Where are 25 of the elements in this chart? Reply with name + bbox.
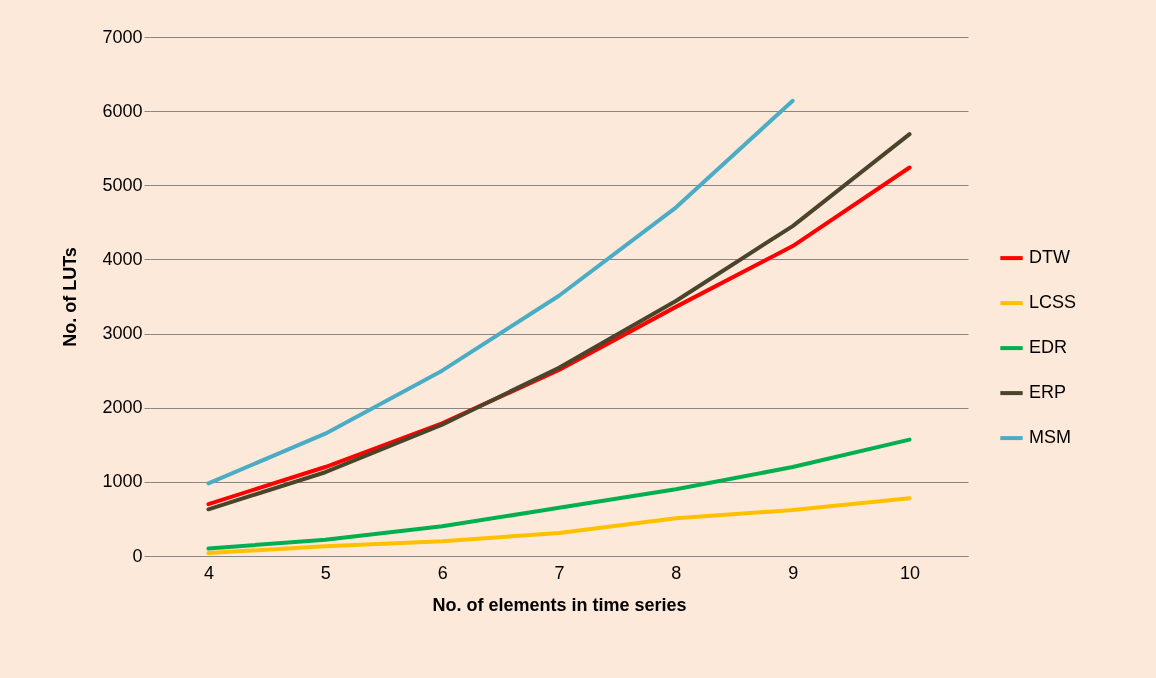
line-series bbox=[206, 437, 912, 551]
x-tick-label: 8 bbox=[671, 562, 682, 583]
y-tick-label: 4000 bbox=[102, 248, 143, 269]
x-tick-label: 7 bbox=[554, 562, 565, 583]
y-tick-label: 0 bbox=[132, 545, 143, 566]
y-tick-label: 1000 bbox=[102, 471, 143, 492]
y-tick-label: 5000 bbox=[102, 174, 143, 195]
x-tick-label: 6 bbox=[437, 562, 448, 583]
line-series bbox=[206, 496, 912, 556]
legend-label: LCSS bbox=[1029, 292, 1077, 313]
y-tick-label: 2000 bbox=[102, 397, 143, 418]
y-tick-label: 3000 bbox=[102, 323, 143, 344]
y-axis-title: No. of LUTs bbox=[60, 247, 81, 347]
x-tick-label: 10 bbox=[900, 562, 921, 583]
legend-label: DTW bbox=[1029, 247, 1070, 268]
y-tick-label: 6000 bbox=[102, 100, 143, 121]
legend-label: MSM bbox=[1029, 427, 1071, 448]
x-tick-label: 4 bbox=[203, 562, 214, 583]
legend-label: ERP bbox=[1029, 382, 1067, 403]
x-axis-title: No. of elements in time series bbox=[432, 594, 687, 615]
x-tick-label: 5 bbox=[320, 562, 331, 583]
line-series bbox=[206, 98, 795, 486]
y-tick-label: 7000 bbox=[102, 26, 143, 47]
legend-label: EDR bbox=[1029, 337, 1068, 358]
x-tick-label: 9 bbox=[788, 562, 799, 583]
